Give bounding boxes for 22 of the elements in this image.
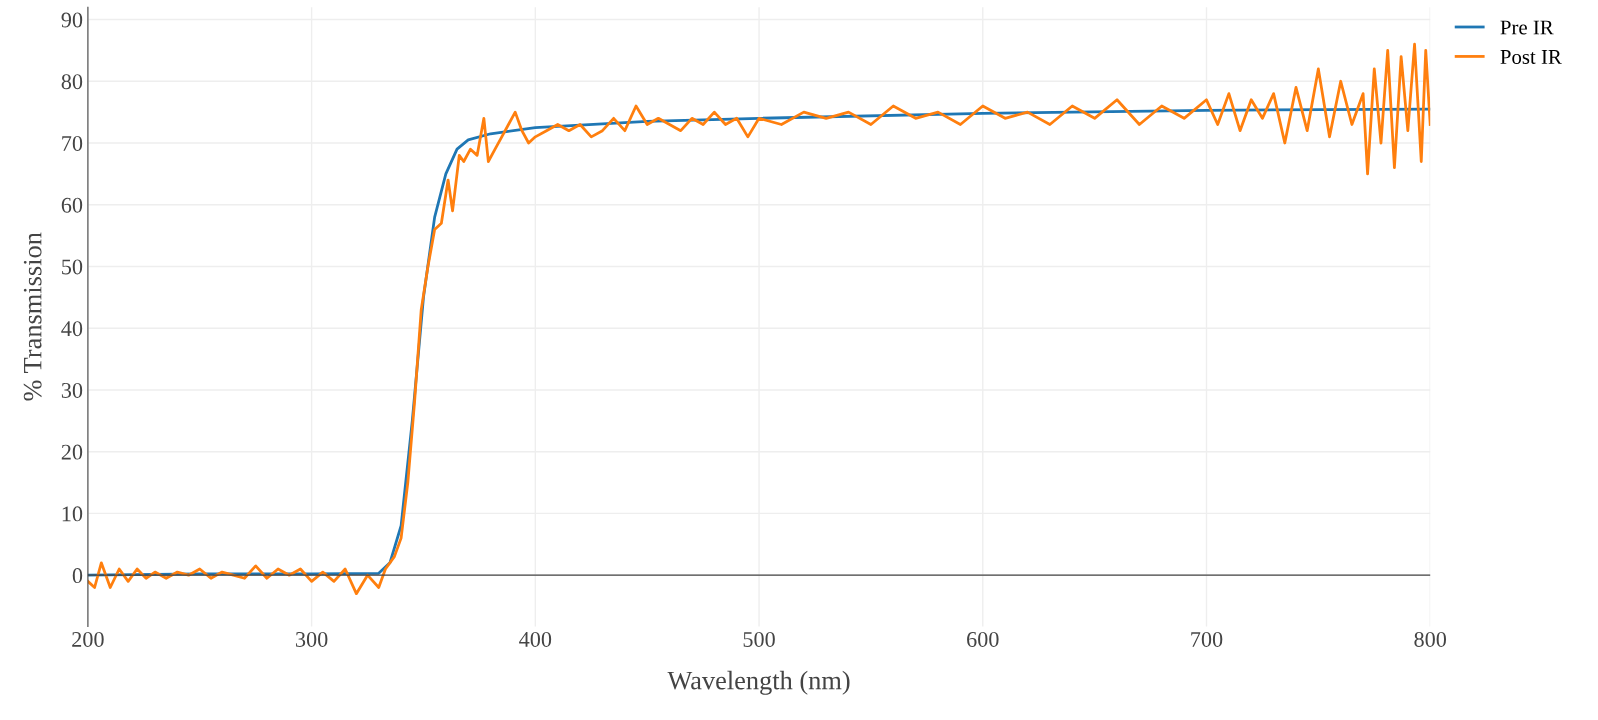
y-tick-label: 60 bbox=[61, 197, 83, 213]
y-tick-label: 40 bbox=[61, 321, 83, 337]
y-tick-label: 10 bbox=[62, 506, 83, 522]
y-tick-label: 90 bbox=[61, 12, 83, 28]
y-tick-label: 50 bbox=[62, 259, 83, 275]
y-tick-label: 30 bbox=[61, 382, 83, 398]
y-tick-label: 20 bbox=[61, 444, 83, 460]
y-tick-label: 0 bbox=[72, 568, 83, 584]
x-tick-label: 500 bbox=[743, 631, 775, 647]
x-tick-label: 300 bbox=[296, 631, 328, 647]
x-axis-title: Wavelength (nm) bbox=[667, 670, 850, 695]
x-tick-label: 200 bbox=[72, 631, 104, 647]
y-axis-title: % Transmission bbox=[23, 232, 42, 401]
y-tick-label: 70 bbox=[62, 135, 83, 151]
x-tick-label: 800 bbox=[1414, 631, 1447, 647]
x-tick-label: 700 bbox=[1191, 631, 1223, 647]
x-tick-label: 600 bbox=[967, 631, 999, 647]
legend-label: Pre IR bbox=[1500, 20, 1554, 35]
line-series bbox=[87, 42, 1431, 596]
legend-label: Post IR bbox=[1500, 50, 1562, 64]
y-tick-label: 80 bbox=[61, 74, 83, 90]
x-tick-label: 400 bbox=[519, 631, 552, 647]
